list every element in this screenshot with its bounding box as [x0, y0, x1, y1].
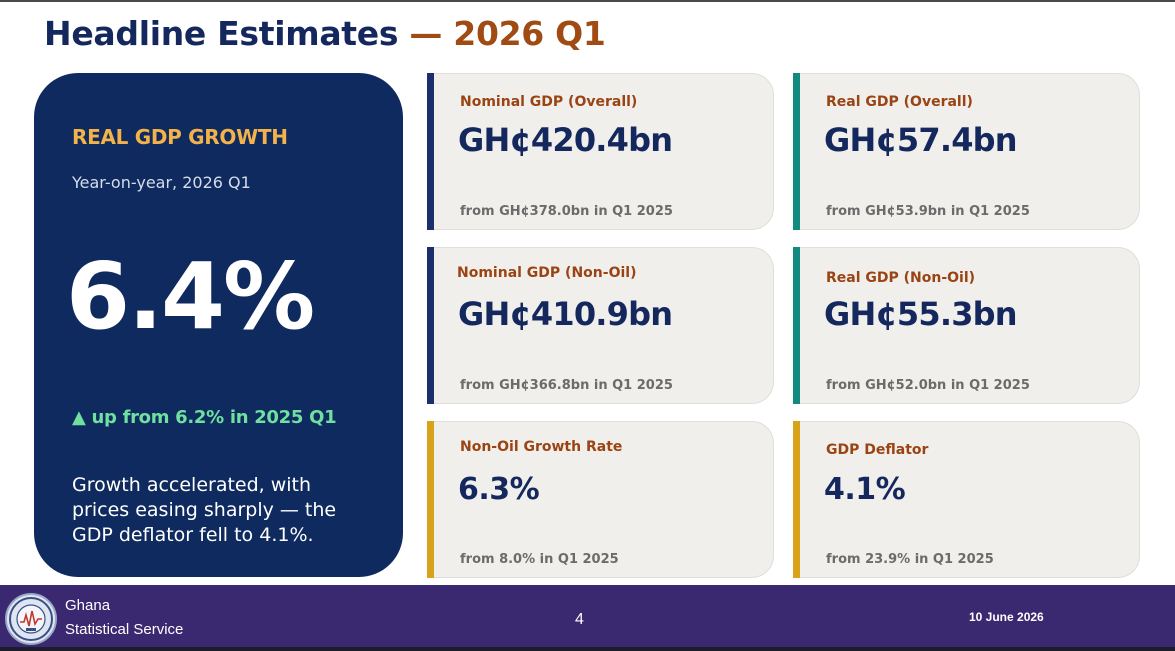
hero-subtitle: Year-on-year, 2026 Q1: [72, 173, 251, 192]
page-title: Headline Estimates — 2026 Q1: [44, 14, 606, 53]
card-label: Nominal GDP (Non-Oil): [457, 265, 637, 281]
card-value: GH¢57.4bn: [824, 121, 1018, 159]
card-nominal-gdp-non-oil: Nominal GDP (Non-Oil) GH¢410.9bn from GH…: [427, 247, 774, 404]
org-name-line2: Statistical Service: [65, 621, 184, 638]
footer-date: 10 June 2026: [969, 610, 1044, 624]
page-number: 4: [575, 611, 584, 628]
hero-change: ▲ up from 6.2% in 2025 Q1: [72, 407, 337, 428]
card-value: GH¢420.4bn: [458, 121, 673, 159]
title-accent: — 2026 Q1: [409, 14, 606, 53]
slide-footer: Ghana Statistical Service 4 10 June 2026: [0, 585, 1175, 647]
ghana-statistical-service-seal-icon: [5, 593, 57, 645]
card-comparison: from 23.9% in Q1 2025: [826, 552, 994, 567]
card-accent-bar: [793, 247, 800, 404]
card-comparison: from GH¢366.8bn in Q1 2025: [460, 378, 673, 393]
card-nominal-gdp-overall: Nominal GDP (Overall) GH¢420.4bn from GH…: [427, 73, 774, 230]
card-accent-bar: [793, 73, 800, 230]
card-label: Real GDP (Non-Oil): [826, 270, 976, 286]
hero-value: 6.4%: [66, 243, 315, 350]
card-comparison: from 8.0% in Q1 2025: [460, 552, 619, 567]
card-value: GH¢410.9bn: [458, 295, 673, 333]
card-accent-bar: [427, 73, 434, 230]
org-name-line1: Ghana: [65, 597, 111, 614]
hero-label: REAL GDP GROWTH: [72, 125, 288, 149]
footer-bottom-rule: [0, 647, 1175, 651]
title-main: Headline Estimates: [44, 14, 399, 53]
card-accent-bar: [427, 421, 434, 578]
card-label: GDP Deflator: [826, 442, 929, 458]
card-label: Nominal GDP (Overall): [460, 94, 638, 110]
real-gdp-growth-panel: REAL GDP GROWTH Year-on-year, 2026 Q1 6.…: [34, 73, 403, 577]
card-value: 4.1%: [824, 472, 906, 507]
card-value: 6.3%: [458, 472, 540, 507]
card-comparison: from GH¢378.0bn in Q1 2025: [460, 204, 673, 219]
card-non-oil-growth-rate: Non-Oil Growth Rate 6.3% from 8.0% in Q1…: [427, 421, 774, 578]
card-value: GH¢55.3bn: [824, 295, 1018, 333]
top-rule: [0, 0, 1175, 2]
card-gdp-deflator: GDP Deflator 4.1% from 23.9% in Q1 2025: [793, 421, 1140, 578]
card-accent-bar: [793, 421, 800, 578]
card-real-gdp-non-oil: Real GDP (Non-Oil) GH¢55.3bn from GH¢52.…: [793, 247, 1140, 404]
hero-description: Growth accelerated, with prices easing s…: [72, 474, 337, 546]
card-real-gdp-overall: Real GDP (Overall) GH¢57.4bn from GH¢53.…: [793, 73, 1140, 230]
card-label: Real GDP (Overall): [826, 94, 973, 110]
card-comparison: from GH¢53.9bn in Q1 2025: [826, 204, 1030, 219]
card-label: Non-Oil Growth Rate: [460, 439, 623, 455]
card-comparison: from GH¢52.0bn in Q1 2025: [826, 378, 1030, 393]
card-accent-bar: [427, 247, 434, 404]
